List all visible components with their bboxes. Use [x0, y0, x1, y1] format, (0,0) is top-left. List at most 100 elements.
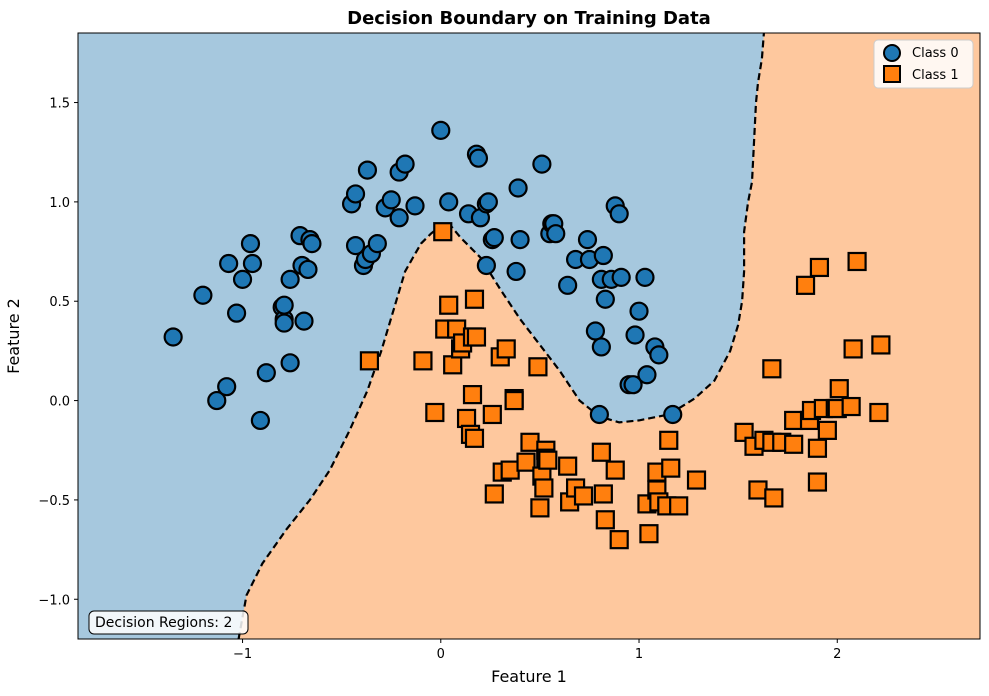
- class-0-point: [280, 269, 300, 289]
- x-axis-ticks: −1 0 1 2: [233, 639, 841, 662]
- class-0-point: [591, 337, 611, 357]
- legend-class-1-label: Class 1: [912, 68, 959, 83]
- class-1-point: [795, 275, 816, 295]
- class-1-point: [809, 257, 830, 278]
- class-0-region: [78, 33, 764, 639]
- class-0-point: [294, 311, 314, 331]
- class-0-point: [577, 230, 598, 250]
- class-0-point: [250, 410, 270, 431]
- class-0-point: [611, 267, 631, 287]
- class-0-point: [280, 353, 300, 373]
- class-1-point: [538, 450, 558, 470]
- class-0-point: [381, 190, 401, 210]
- class-0-point: [629, 301, 649, 321]
- class-1-point: [807, 438, 828, 458]
- class-0-point: [217, 377, 237, 397]
- class-1-point: [433, 222, 453, 242]
- y-tick-label: −0.5: [38, 494, 70, 509]
- class-1-point: [784, 410, 804, 431]
- class-1-point: [591, 442, 611, 462]
- class-0-point: [219, 253, 239, 274]
- chart-title: Decision Boundary on Training Data: [347, 8, 711, 29]
- plot-frame: [77, 32, 981, 640]
- class-1-point: [573, 486, 594, 506]
- class-0-point: [405, 196, 425, 216]
- class-0-point: [431, 120, 451, 140]
- class-1-point: [443, 355, 463, 375]
- class-0-point: [532, 154, 552, 174]
- class-1-point: [464, 289, 485, 309]
- y-tick-label: −1.0: [38, 593, 70, 608]
- class-0-point: [468, 148, 489, 168]
- class-1-point: [847, 251, 867, 272]
- class-1-point: [439, 295, 459, 315]
- class-1-point: [500, 460, 520, 480]
- class-0-point: [256, 363, 276, 383]
- x-tick-label: 1: [635, 647, 643, 662]
- legend: Class 0 Class 1: [873, 39, 974, 89]
- class-0-point: [476, 255, 496, 276]
- class-1-point: [686, 470, 707, 490]
- class-0-point: [593, 245, 613, 266]
- plot-area: [78, 33, 980, 639]
- class-0-point: [345, 235, 366, 256]
- class-1-point: [609, 530, 629, 550]
- class-1-point: [871, 335, 891, 355]
- class-1-point: [530, 498, 550, 518]
- class-1-point: [462, 385, 483, 405]
- y-tick-label: 1.0: [49, 196, 70, 211]
- class-1-point: [482, 404, 502, 425]
- x-tick-label: 2: [833, 647, 841, 662]
- class-1-point: [669, 496, 689, 516]
- class-0-point: [274, 295, 294, 315]
- class-0-point: [226, 303, 247, 323]
- class-1-point: [807, 472, 828, 492]
- class-0-point: [625, 325, 645, 345]
- class-0-point: [635, 267, 655, 287]
- class-0-point: [585, 321, 606, 341]
- class-0-point: [546, 224, 566, 244]
- class-1-point: [639, 524, 659, 544]
- class-1-point: [425, 402, 445, 423]
- class-1-point: [784, 434, 804, 454]
- class-0-point: [389, 208, 409, 228]
- class-0-point: [609, 204, 629, 224]
- x-tick-label: −1: [233, 647, 252, 662]
- x-tick-label: 0: [437, 647, 445, 662]
- class-0-point: [510, 230, 530, 250]
- annotation-box: [88, 610, 249, 635]
- class-0-point: [484, 228, 504, 248]
- y-tick-label: 0.5: [49, 295, 70, 310]
- class-0-point: [345, 184, 366, 204]
- class-1-point: [734, 422, 754, 442]
- class-1-point: [817, 420, 837, 440]
- legend-class-1-marker: [883, 65, 901, 83]
- y-tick-label: 1.5: [49, 97, 70, 112]
- annotation-text: Decision Regions: 2: [95, 615, 232, 631]
- class-1-point: [528, 357, 548, 377]
- class-1-point: [504, 390, 524, 411]
- class-1-point: [829, 379, 849, 399]
- class-1-point: [534, 478, 554, 498]
- decision-regions-annotation: Decision Regions: 2: [88, 610, 249, 635]
- class-0-point: [240, 234, 261, 254]
- class-1-point: [466, 327, 487, 347]
- decision-boundary-line: [237, 33, 765, 639]
- class-0-point: [508, 178, 528, 198]
- class-1-point: [595, 510, 615, 530]
- class-0-point: [242, 253, 263, 274]
- class-0-point: [663, 404, 683, 425]
- class-0-point: [478, 192, 498, 212]
- class-0-point: [367, 234, 387, 254]
- class-0-point: [637, 365, 657, 385]
- legend-class-0-marker: [883, 44, 901, 62]
- y-axis-label: Feature 2: [4, 298, 23, 374]
- class-1-point: [841, 396, 861, 417]
- class-1-point: [516, 452, 536, 472]
- class-0-point: [649, 345, 669, 365]
- y-tick-label: 0.0: [49, 395, 70, 410]
- class-1-point: [869, 402, 889, 423]
- class-1-point: [484, 484, 504, 504]
- class-1-point: [520, 432, 540, 452]
- class-0-point: [298, 259, 318, 280]
